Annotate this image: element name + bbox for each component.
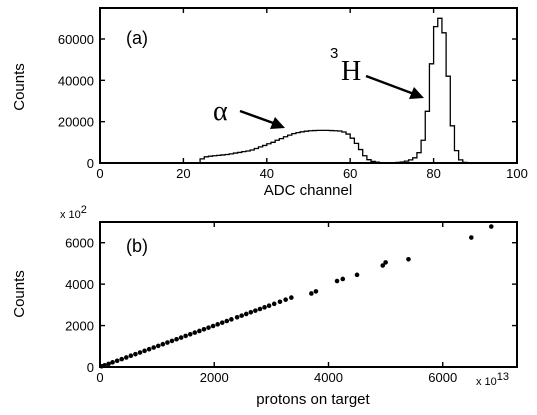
scatter-point (229, 317, 234, 322)
alpha-annotation: α (213, 96, 228, 127)
scatter-point (178, 335, 184, 340)
tritium-mass-number: 3 (330, 45, 338, 62)
alpha-arrow-head (270, 117, 285, 129)
scatter-point (142, 348, 147, 354)
scatter-point (262, 305, 267, 310)
scatter-point (406, 256, 411, 262)
histogram-steps (199, 17, 468, 164)
x-tick-label: 20 (176, 166, 190, 181)
scatter-point (128, 353, 134, 359)
scatter-point (201, 327, 207, 332)
scatter-point (289, 295, 294, 300)
panel-b-y-axis: 0 2000 4000 6000 (65, 236, 517, 375)
panel-a: 0 20 40 60 80 100 0 20000 40000 60000 (a) ADC ch… (11, 7, 528, 199)
panel-a-y-axis: 0 20000 40000 60000 (58, 32, 517, 171)
scatter-point (169, 338, 175, 344)
x-tick-label: 0 (96, 166, 103, 181)
x-tick-label: 4000 (314, 370, 343, 385)
scatter-point (206, 325, 211, 330)
panel-b-marks (99, 224, 494, 369)
scatter-point (340, 276, 346, 282)
panel-a-y-axis-label: Counts (11, 63, 28, 111)
scatter-point (266, 303, 272, 308)
panel-a-label: (a) (126, 28, 148, 48)
x-multiplier-base: x 10 (476, 376, 497, 388)
panel-a-x-axis: 0 20 40 60 80 100 (96, 8, 528, 181)
scatter-point (174, 336, 179, 342)
scatter-point (151, 345, 156, 350)
scatter-point (283, 297, 288, 302)
scatter-point (488, 224, 494, 229)
scatter-point (234, 314, 240, 320)
scatter-point (106, 361, 111, 367)
scatter-point (133, 351, 138, 357)
scatter-point (309, 291, 314, 296)
x-tick-label: 40 (260, 166, 274, 181)
scatter-point (354, 272, 360, 278)
scatter-point (334, 278, 340, 284)
scatter-point (114, 358, 120, 364)
tritium-annotation: H (341, 56, 361, 87)
y-tick-label: 0 (87, 360, 94, 375)
alpha-arrow-shaft (239, 109, 277, 126)
panel-b-x-axis-label: protons on target (256, 391, 370, 408)
scatter-point (383, 260, 388, 265)
scatter-point (160, 341, 166, 347)
y-multiplier-exponent: 2 (81, 204, 87, 216)
y-tick-label: 60000 (58, 32, 94, 47)
panel-b-x-multiplier: x 1013 (476, 371, 509, 388)
scatter-point (215, 322, 220, 327)
scatter-point (243, 311, 249, 317)
scatter-point (257, 306, 263, 312)
scatter-point (119, 356, 125, 362)
panel-b-label: (b) (126, 236, 148, 256)
scatter-point (165, 340, 170, 345)
scatter-point (248, 310, 254, 315)
panel-b-x-axis: 0 2000 4000 6000 (96, 222, 457, 385)
x-tick-label: 60 (343, 166, 357, 181)
scatter-point (155, 343, 161, 349)
y-multiplier-base: x 10 (60, 209, 81, 221)
scatter-point (146, 346, 152, 352)
x-tick-label: 80 (426, 166, 440, 181)
panel-a-marks (199, 17, 468, 164)
scatter-point (110, 360, 115, 365)
y-tick-label: 20000 (58, 115, 94, 130)
scatter-point (239, 313, 244, 318)
y-tick-label: 4000 (65, 277, 94, 292)
y-tick-label: 2000 (65, 319, 94, 334)
x-tick-label: 2000 (200, 370, 229, 385)
scatter-point (469, 235, 474, 240)
tritium-arrow-head (409, 87, 424, 99)
x-tick-label: 0 (96, 370, 103, 385)
panel-b-frame (99, 221, 518, 368)
scatter-point (380, 263, 386, 268)
panel-b-y-multiplier: x 102 (60, 204, 87, 221)
x-tick-label: 6000 (428, 370, 457, 385)
y-tick-label: 40000 (58, 73, 94, 88)
scatter-point (219, 320, 225, 325)
scatter-point (123, 355, 129, 360)
panel-a-x-axis-label: ADC channel (264, 182, 352, 199)
y-tick-label: 6000 (65, 236, 94, 251)
scatter-point (271, 301, 277, 307)
y-tick-label: 0 (87, 156, 94, 171)
panel-b-y-axis-label: Counts (11, 270, 28, 318)
scatter-point (137, 350, 143, 355)
scatter-point (192, 330, 198, 335)
x-multiplier-exponent: 13 (497, 371, 509, 383)
scatter-point (313, 289, 319, 294)
panel-a-frame (99, 7, 518, 164)
scatter-point (197, 328, 202, 334)
tritium-arrow-shaft (365, 74, 415, 96)
scatter-point (183, 333, 188, 339)
scatter-point (277, 299, 283, 305)
scatter-point (253, 308, 258, 313)
scatter-point (224, 318, 230, 324)
scatter-point (187, 331, 193, 337)
scatter-point (210, 323, 216, 329)
x-tick-label: 100 (506, 166, 528, 181)
